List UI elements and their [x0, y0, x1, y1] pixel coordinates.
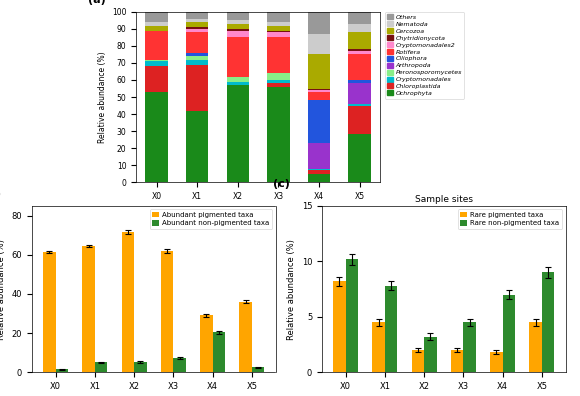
Bar [349, 50, 371, 51]
Y-axis label: Relative abundance (%): Relative abundance (%) [0, 239, 6, 339]
Bar [227, 12, 249, 20]
Bar [43, 252, 56, 372]
Title: Sample sites: Sample sites [415, 195, 473, 204]
Bar [186, 59, 208, 65]
Bar [308, 173, 330, 182]
Bar [349, 51, 371, 54]
Bar [146, 59, 168, 61]
Bar [186, 27, 208, 29]
Y-axis label: Relative abundance (%): Relative abundance (%) [287, 239, 296, 339]
Bar [346, 259, 358, 372]
Bar [349, 32, 371, 50]
Bar [308, 88, 330, 90]
Bar [349, 24, 371, 32]
Legend: Others, Nematoda, Cercozoa, Chytridionycota, Cryptomonadales2, Rotifera, Cilioph: Others, Nematoda, Cercozoa, Chytridionyc… [385, 12, 464, 99]
Bar [267, 12, 289, 22]
Bar [530, 322, 542, 372]
Bar [227, 82, 249, 85]
Bar [267, 32, 289, 38]
Bar [227, 24, 249, 29]
Bar [267, 30, 289, 32]
Bar [186, 110, 208, 182]
Bar [186, 29, 208, 32]
Bar [349, 12, 371, 24]
Bar [200, 316, 213, 372]
Bar [227, 38, 249, 76]
Bar [146, 22, 168, 25]
Bar [424, 337, 437, 372]
Bar [146, 92, 168, 182]
Bar [186, 19, 208, 22]
Bar [186, 22, 208, 27]
Bar [146, 30, 168, 59]
Bar [267, 25, 289, 30]
Bar [240, 302, 252, 372]
Bar [308, 169, 330, 170]
Bar [134, 362, 147, 372]
Bar [308, 101, 330, 143]
Bar [186, 65, 208, 110]
Bar [227, 20, 249, 24]
Bar [451, 350, 463, 372]
Bar [267, 80, 289, 84]
Bar [267, 37, 289, 73]
Bar [121, 232, 134, 372]
Bar [186, 32, 208, 53]
Bar [349, 54, 371, 80]
Bar [227, 30, 249, 38]
Text: (b): (b) [0, 189, 1, 199]
Legend: Abundant pigmented taxa, Abundant non-pigmented taxa: Abundant pigmented taxa, Abundant non-pi… [150, 209, 272, 229]
Bar [173, 358, 186, 372]
Bar [213, 332, 225, 372]
Bar [252, 367, 264, 372]
Bar [186, 56, 208, 59]
Bar [411, 350, 424, 372]
Bar [267, 87, 289, 182]
Bar [349, 80, 371, 84]
Bar [490, 352, 503, 372]
Bar [308, 90, 330, 92]
Bar [349, 135, 371, 182]
Bar [267, 22, 289, 25]
Bar [186, 53, 208, 56]
Bar [186, 12, 208, 19]
Bar [349, 104, 371, 105]
Bar [146, 25, 168, 30]
Bar [333, 281, 346, 372]
Bar [308, 34, 330, 54]
Bar [503, 295, 515, 372]
Bar [95, 362, 107, 372]
Bar [146, 12, 168, 22]
Text: (c): (c) [273, 179, 290, 189]
Bar [542, 272, 554, 372]
Bar [227, 85, 249, 182]
Bar [372, 322, 385, 372]
Bar [308, 92, 330, 101]
Bar [56, 369, 68, 372]
Bar [267, 73, 289, 80]
Bar [227, 29, 249, 30]
Bar [385, 286, 397, 372]
Bar [308, 54, 330, 88]
Bar [349, 84, 371, 104]
Bar [161, 251, 173, 372]
Bar [308, 12, 330, 34]
Legend: Rare pigmented taxa, Rare non-pigmented taxa: Rare pigmented taxa, Rare non-pigmented … [458, 209, 562, 229]
Bar [267, 84, 289, 87]
Text: (a): (a) [88, 0, 106, 5]
Bar [463, 322, 476, 372]
Bar [82, 246, 95, 372]
Bar [308, 143, 330, 169]
Y-axis label: Relative abundance (%): Relative abundance (%) [97, 51, 107, 143]
Bar [349, 105, 371, 135]
Bar [146, 67, 168, 92]
Bar [308, 170, 330, 173]
Bar [146, 61, 168, 67]
Bar [227, 76, 249, 82]
